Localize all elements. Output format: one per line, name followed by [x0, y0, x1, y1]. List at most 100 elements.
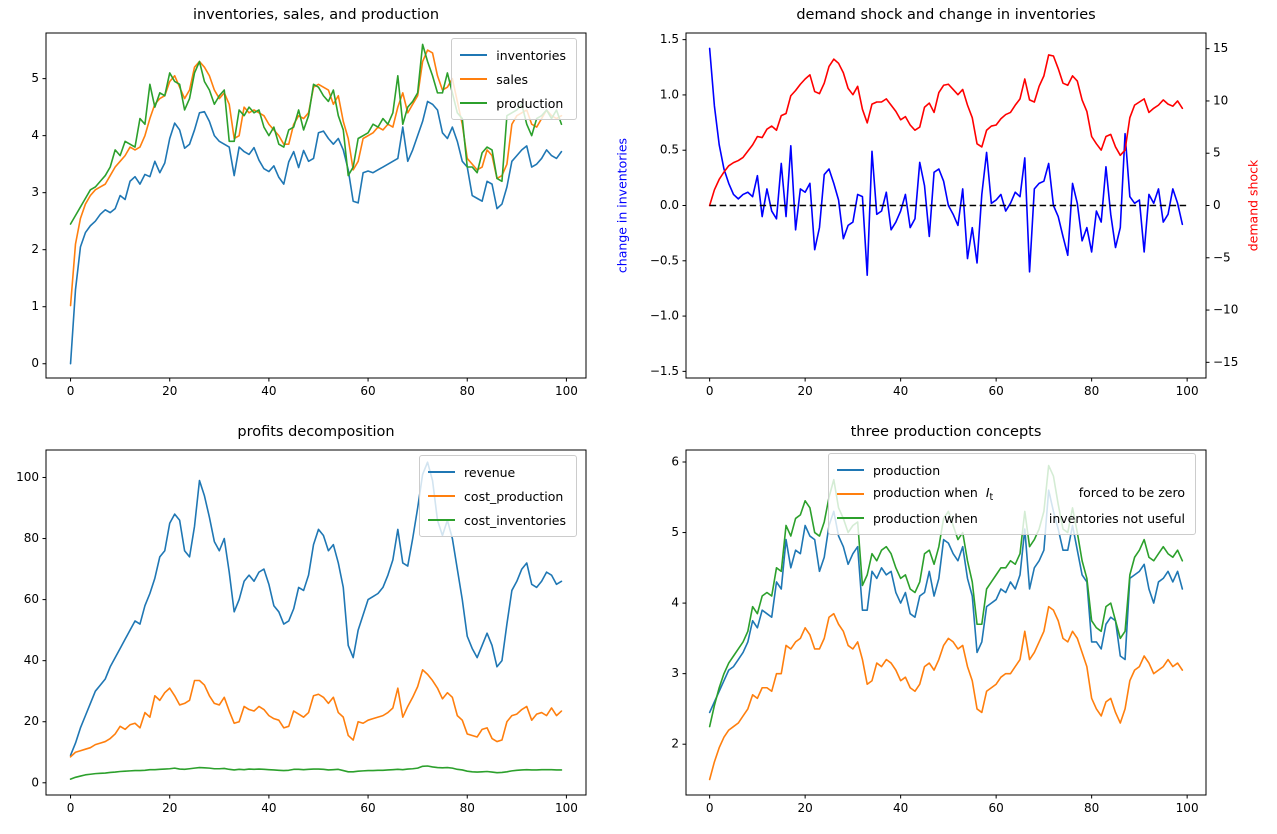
- x-tick-label: 40: [893, 801, 908, 815]
- axes-spines: [685, 32, 1207, 379]
- legend-label: production when It forced to be zero: [873, 485, 1185, 503]
- legend-item: revenue: [428, 460, 566, 484]
- chart-title-inventories-sales-production: inventories, sales, and production: [192, 7, 440, 23]
- legend-item: sales: [460, 67, 566, 91]
- line-production: [69, 43, 563, 225]
- y-tick-label: 0: [31, 356, 39, 370]
- y-tick-label: 0: [31, 775, 39, 789]
- y2-tick-label: 0: [1213, 198, 1221, 212]
- y2-tick-label: −10: [1213, 303, 1238, 317]
- x-tick-label: 80: [460, 384, 475, 398]
- y2-tick-label: −15: [1213, 355, 1238, 369]
- legend-item: production when It forced to be zero: [837, 482, 1185, 506]
- legend-label: cost_inventories: [464, 512, 566, 528]
- y-tick-label: −1.5: [650, 364, 679, 378]
- legend-inventories-sales-production: inventories sales production: [451, 38, 577, 120]
- line-inventories: [69, 100, 563, 365]
- legend-line-swatch: [460, 101, 488, 105]
- x-tick-label: 0: [67, 384, 75, 398]
- legend-line-swatch: [460, 77, 488, 81]
- y-tick-label: 5: [31, 71, 39, 85]
- x-tick-label: 20: [162, 801, 177, 815]
- line-cost-production: [69, 669, 563, 758]
- x-tick-label: 80: [460, 801, 475, 815]
- legend-line-swatch: [837, 468, 864, 472]
- x-tick-label: 60: [360, 801, 375, 815]
- y-tick-label: 4: [671, 596, 679, 610]
- y-tick-label: 1.5: [660, 32, 679, 46]
- y-tick-label: 0.0: [660, 198, 679, 212]
- y-tick-label: 3: [671, 666, 679, 680]
- y-tick-label: 3: [31, 185, 39, 199]
- x-tick-label: 60: [988, 384, 1003, 398]
- y-tick-label: 0.5: [660, 143, 679, 157]
- line-change-in-inventories: [708, 47, 1184, 276]
- chart-title-profits-decomposition: profits decomposition: [237, 424, 395, 440]
- legend-profits-decomposition: revenue cost_production cost_inventories: [419, 455, 577, 537]
- legend-item: cost_inventories: [428, 508, 566, 532]
- line-production: [708, 489, 1184, 714]
- y-tick-label: 40: [24, 653, 39, 667]
- y-tick-label: 4: [31, 128, 39, 142]
- x-tick-label: 100: [555, 384, 578, 398]
- legend-label: revenue: [464, 464, 516, 480]
- panel-inventories-sales-production: 0 20 40 60 80 100 0 1 2 3 4 5: [31, 32, 587, 398]
- y-tick-label: 100: [16, 470, 39, 484]
- axes-spines: [45, 449, 587, 796]
- y-axis-label: change in inventories: [615, 138, 630, 273]
- y2-tick-label: 10: [1213, 93, 1228, 107]
- y-tick-label: 1: [31, 299, 39, 313]
- axes-spines: [45, 32, 587, 379]
- legend-three-production-concepts: production production when It forced to be…: [828, 453, 1196, 535]
- y2-tick-label: 15: [1213, 41, 1228, 55]
- legend-label: production when inventories not useful: [873, 510, 1185, 526]
- y-tick-label: −1.0: [650, 309, 679, 323]
- x-tick-label: 40: [893, 384, 908, 398]
- x-tick-label: 60: [360, 384, 375, 398]
- x-tick-label: 100: [1176, 801, 1199, 815]
- x-tick-label: 0: [706, 384, 714, 398]
- legend-label: cost_production: [464, 488, 564, 504]
- legend-line-swatch: [460, 53, 488, 57]
- x-tick-label: 20: [797, 384, 812, 398]
- line-production-when-it-forced-to-be-zero: [708, 605, 1184, 781]
- chart-title-demand-shock: demand shock and change in inventories: [796, 7, 1096, 23]
- y-tick-label: 2: [31, 242, 39, 256]
- legend-label: sales: [496, 71, 529, 87]
- legend-line-swatch: [428, 494, 456, 498]
- legend-item: inventories: [460, 43, 566, 67]
- legend-item: production: [837, 458, 1185, 482]
- x-tick-label: 40: [261, 384, 276, 398]
- line-revenue: [69, 461, 563, 757]
- x-tick-label: 60: [988, 801, 1003, 815]
- y2-tick-label: 5: [1213, 146, 1221, 160]
- legend-line-swatch: [837, 516, 864, 520]
- x-tick-label: 80: [1084, 384, 1099, 398]
- x-tick-label: 80: [1084, 801, 1099, 815]
- y-tick-label: 5: [671, 525, 679, 539]
- y-tick-label: 80: [24, 531, 39, 545]
- legend-line-swatch: [428, 518, 456, 522]
- axes-spines: [685, 449, 1207, 796]
- y2-axis-label: demand shock: [1246, 159, 1261, 251]
- x-tick-label: 0: [67, 801, 75, 815]
- x-tick-label: 100: [1176, 384, 1199, 398]
- x-tick-label: 20: [162, 384, 177, 398]
- line-cost-inventories: [69, 765, 563, 780]
- legend-item: cost_production: [428, 484, 566, 508]
- y-tick-label: 60: [24, 592, 39, 606]
- y2-tick-label: −5: [1213, 250, 1231, 264]
- legend-line-swatch: [837, 492, 864, 496]
- line-demand-shock: [708, 54, 1184, 207]
- legend-line-swatch: [428, 470, 456, 474]
- y-tick-label: 2: [671, 737, 679, 751]
- legend-label: production: [496, 95, 564, 111]
- x-tick-label: 40: [261, 801, 276, 815]
- x-tick-label: 20: [797, 801, 812, 815]
- y-tick-label: 20: [24, 714, 39, 728]
- y-tick-label: 6: [671, 454, 679, 468]
- x-tick-label: 0: [706, 801, 714, 815]
- panel-demand-shock-and-change-in-inventories: 0 20 40 60 80 100−1.5−1.0−0.50.00.51.01.5−15−…: [615, 32, 1261, 398]
